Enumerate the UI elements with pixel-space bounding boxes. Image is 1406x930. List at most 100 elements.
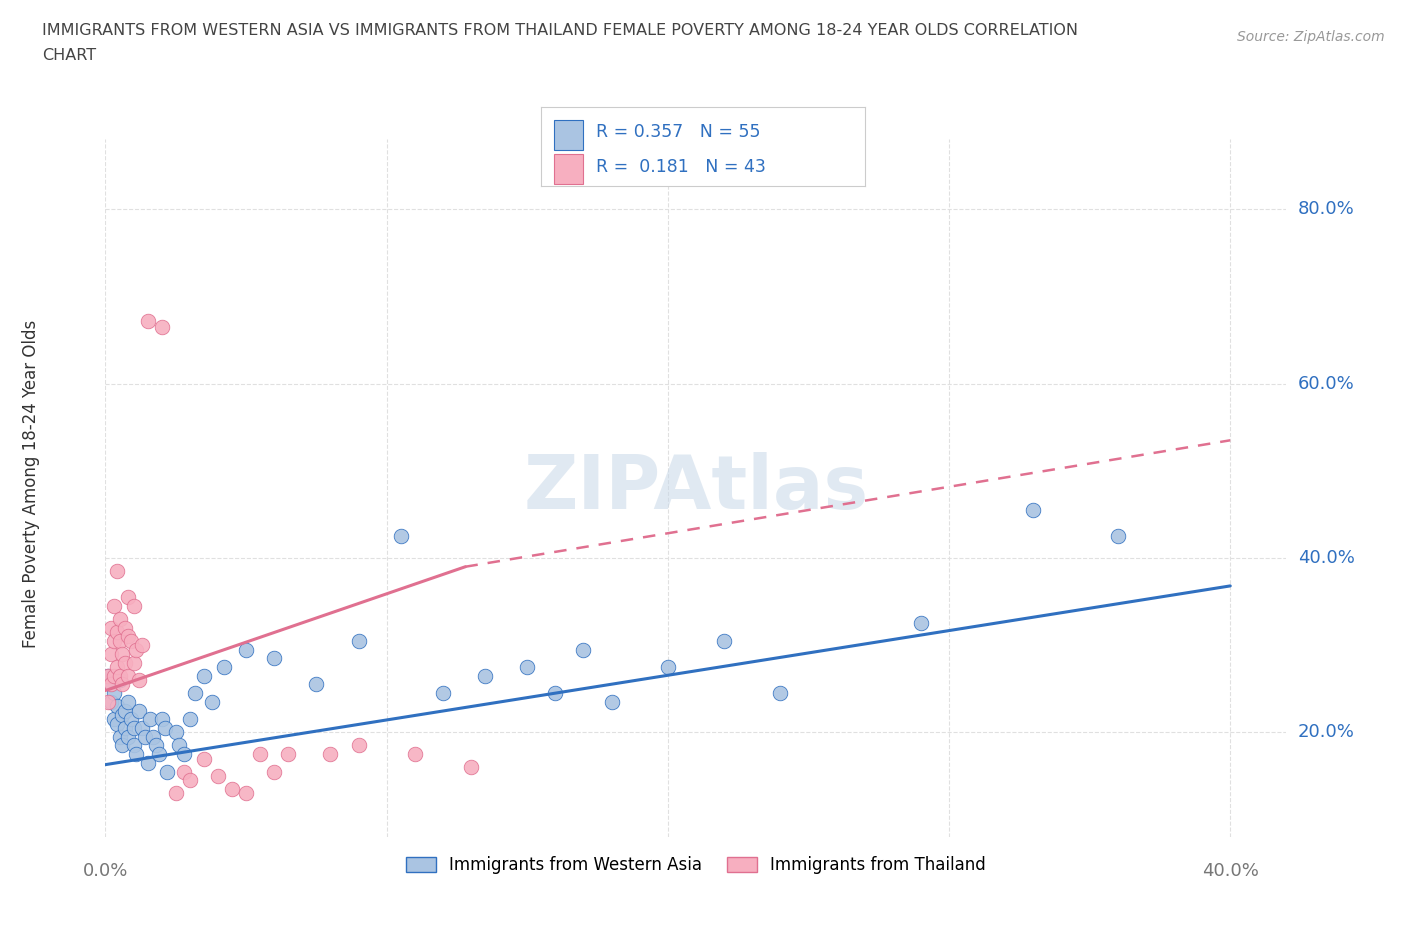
Point xyxy=(108,612,131,627)
Point xyxy=(134,729,156,744)
Bar xyxy=(554,154,583,184)
Point xyxy=(460,760,482,775)
Text: 20.0%: 20.0% xyxy=(1298,724,1354,741)
Point xyxy=(125,642,148,657)
Point xyxy=(249,747,271,762)
Point xyxy=(100,620,122,635)
Point xyxy=(100,677,122,692)
Point xyxy=(263,651,285,666)
Point xyxy=(212,659,235,674)
Point xyxy=(105,564,128,578)
Point xyxy=(235,786,257,801)
Point xyxy=(136,755,159,770)
Point xyxy=(657,659,679,674)
Text: 60.0%: 60.0% xyxy=(1298,375,1354,392)
Point xyxy=(179,711,201,726)
Text: Female Poverty Among 18-24 Year Olds: Female Poverty Among 18-24 Year Olds xyxy=(22,320,39,647)
Point xyxy=(114,703,136,718)
Point xyxy=(97,695,120,710)
Point xyxy=(108,633,131,648)
Point xyxy=(105,698,128,713)
Point xyxy=(910,616,932,631)
Text: Source: ZipAtlas.com: Source: ZipAtlas.com xyxy=(1237,30,1385,44)
Point xyxy=(142,729,165,744)
Point xyxy=(221,781,243,796)
Point xyxy=(114,721,136,736)
Point xyxy=(516,659,538,674)
Point xyxy=(179,773,201,788)
Point xyxy=(120,711,142,726)
Text: CHART: CHART xyxy=(42,48,96,63)
Point xyxy=(103,599,125,614)
Point xyxy=(100,677,122,692)
Point xyxy=(153,721,176,736)
Point xyxy=(145,738,167,753)
Point xyxy=(111,677,134,692)
Point xyxy=(114,655,136,670)
Text: 80.0%: 80.0% xyxy=(1298,200,1354,219)
Point xyxy=(167,738,190,753)
Point xyxy=(105,659,128,674)
Point xyxy=(1022,502,1045,517)
Text: R = 0.357   N = 55: R = 0.357 N = 55 xyxy=(596,124,761,141)
Point xyxy=(125,747,148,762)
Point xyxy=(201,695,224,710)
Point xyxy=(263,764,285,779)
Point xyxy=(120,633,142,648)
Point xyxy=(173,747,195,762)
Point xyxy=(108,729,131,744)
Point xyxy=(105,625,128,640)
Point xyxy=(122,738,145,753)
Point xyxy=(404,747,426,762)
Point xyxy=(148,747,170,762)
Point xyxy=(117,669,139,684)
Point xyxy=(193,751,215,766)
Text: ZIPAtlas: ZIPAtlas xyxy=(523,452,869,525)
Point xyxy=(117,695,139,710)
Point xyxy=(131,638,153,653)
Legend: Immigrants from Western Asia, Immigrants from Thailand: Immigrants from Western Asia, Immigrants… xyxy=(399,850,993,881)
Point xyxy=(111,738,134,753)
Text: R =  0.181   N = 43: R = 0.181 N = 43 xyxy=(596,158,766,176)
Point xyxy=(277,747,299,762)
Point xyxy=(117,590,139,604)
Point xyxy=(108,669,131,684)
Point xyxy=(122,721,145,736)
Point xyxy=(122,599,145,614)
Text: IMMIGRANTS FROM WESTERN ASIA VS IMMIGRANTS FROM THAILAND FEMALE POVERTY AMONG 18: IMMIGRANTS FROM WESTERN ASIA VS IMMIGRAN… xyxy=(42,23,1078,38)
Point xyxy=(156,764,179,779)
Point xyxy=(117,729,139,744)
Point xyxy=(389,529,412,544)
Point xyxy=(572,642,595,657)
Point xyxy=(184,685,207,700)
Point xyxy=(128,672,150,687)
Point xyxy=(103,633,125,648)
Point xyxy=(103,685,125,700)
Point xyxy=(100,695,122,710)
Bar xyxy=(554,120,583,150)
Point xyxy=(111,646,134,661)
Point xyxy=(117,629,139,644)
Point xyxy=(150,711,173,726)
Text: 40.0%: 40.0% xyxy=(1298,549,1354,567)
Point xyxy=(544,685,567,700)
Point xyxy=(347,633,370,648)
Point xyxy=(600,695,623,710)
Point xyxy=(114,620,136,635)
Point xyxy=(173,764,195,779)
Point xyxy=(1107,529,1129,544)
Point xyxy=(474,669,496,684)
Point xyxy=(97,669,120,684)
Point xyxy=(207,768,229,783)
Text: 0.0%: 0.0% xyxy=(83,862,128,880)
Point xyxy=(108,672,131,687)
Point xyxy=(319,747,342,762)
Point xyxy=(131,721,153,736)
Point xyxy=(165,786,187,801)
Point xyxy=(193,669,215,684)
Point xyxy=(111,708,134,723)
Point xyxy=(122,655,145,670)
Point xyxy=(105,716,128,731)
Point xyxy=(713,633,735,648)
Point xyxy=(347,738,370,753)
